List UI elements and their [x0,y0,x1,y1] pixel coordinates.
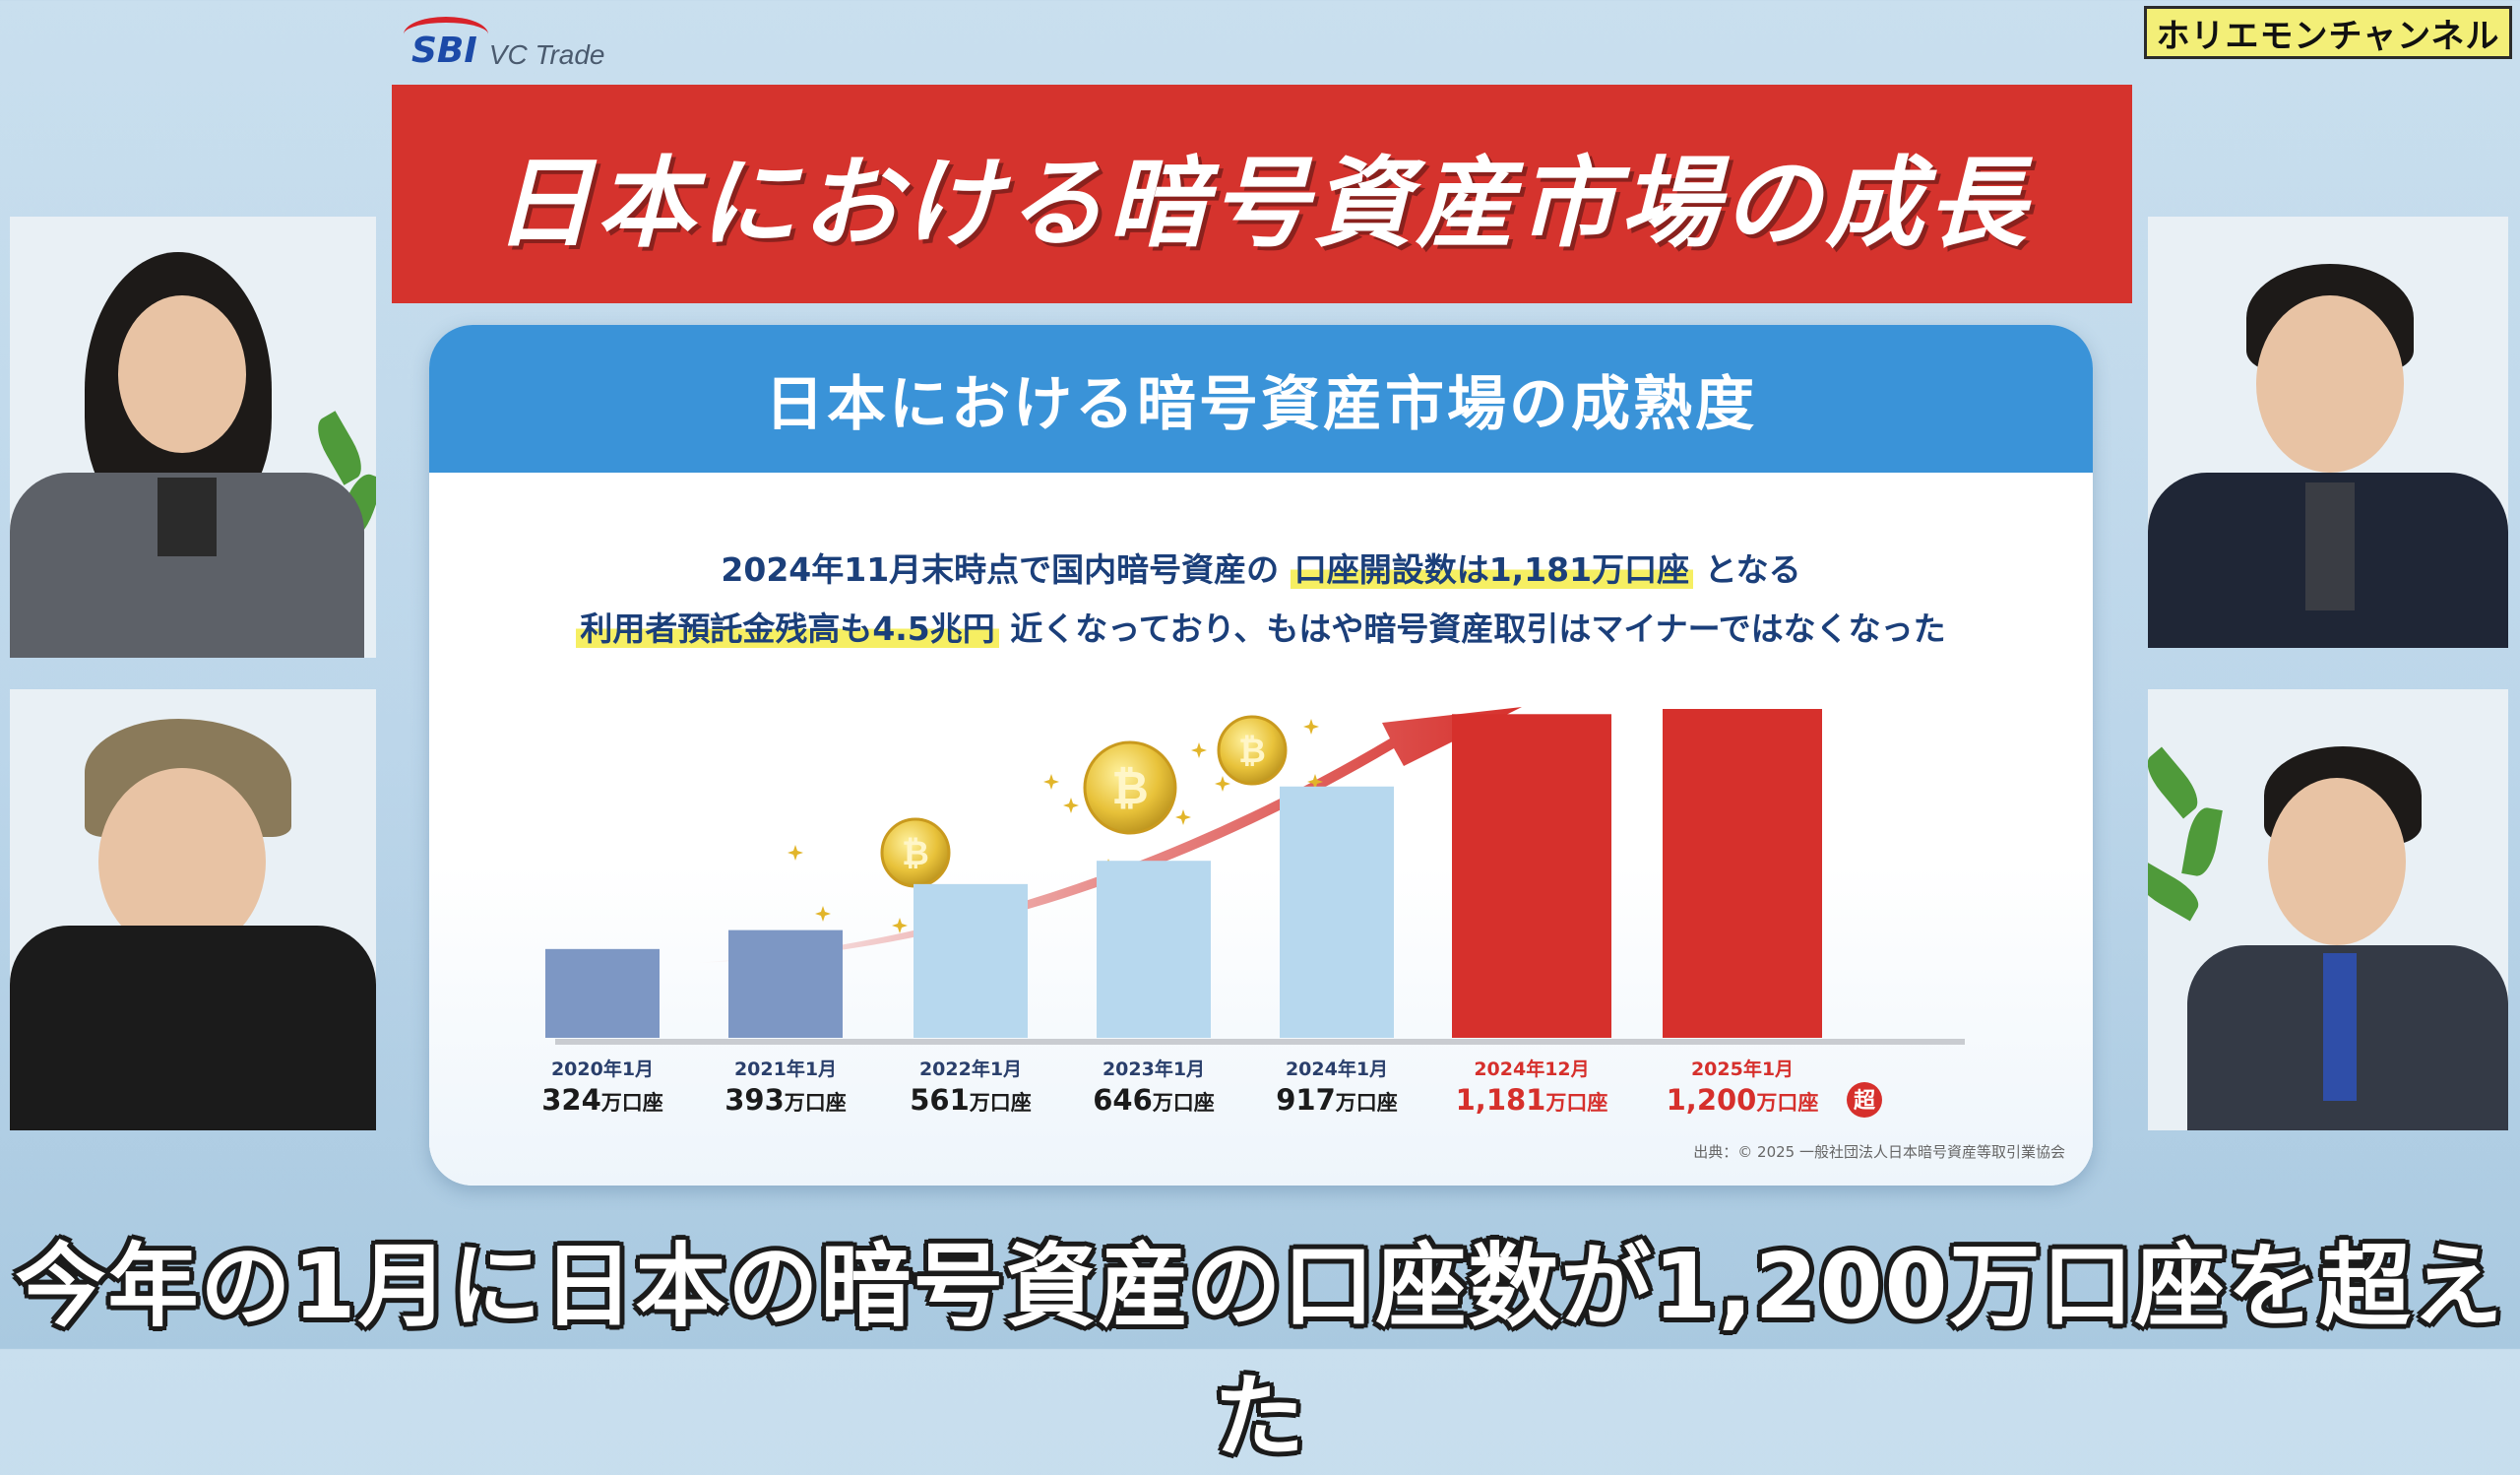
x-tick-label: 2025年1月 [1691,1058,1794,1080]
sparkle-icon [1215,776,1230,792]
growth-arrow-icon [695,707,1522,963]
panel-title: 日本における暗号資産市場の成熟度 [765,369,1757,439]
bitcoin-coin-icon: ₿ [1083,740,1177,835]
title-banner: 日本における暗号資産市場の成長 [392,85,2132,303]
svg-text:₿: ₿ [1111,761,1149,814]
description-line-2: 利用者預託金残高も4.5兆円 近くなっており、もはや暗号資産取引はマイナーではな… [429,603,2093,650]
x-tick-label: 2021年1月 [734,1058,837,1080]
sparkle-icon [815,906,831,922]
brand-name: VC Trade [488,39,605,70]
sbi-vc-trade-logo: SBI VC Trade [404,17,605,71]
bar-2024年1月 [1280,786,1394,1038]
bar-2020年1月 [545,948,660,1038]
bar-2023年1月 [1097,861,1211,1038]
highlighted-accounts-text: 口座開設数は1,181万口座 [1290,550,1694,589]
svg-text:₿: ₿ [1238,732,1266,771]
x-tick-label: 2022年1月 [919,1058,1022,1080]
description-text: 2024年11月末時点で国内暗号資産の [721,550,1280,589]
bar-chart: ₿ ₿ ₿ 2020年1月 324万口座 2021年1月 393万口座 2022年1月 561… [541,707,1965,1118]
x-tick-label: 2024年12月 [1474,1058,1589,1080]
participant-top-right [2148,217,2508,648]
description-line-1: 2024年11月末時点で国内暗号資産の 口座開設数は1,181万口座 となる [429,544,2093,591]
description-text: 近くなっており、もはや暗号資産取引はマイナーではなくなった [1010,609,1946,648]
channel-badge: ホリエモンチャンネル [2144,6,2512,59]
sparkle-icon [1063,798,1079,813]
bar-2025年1月 [1663,709,1822,1038]
banner-title: 日本における暗号資産市場の成長 [494,145,2030,261]
sparkle-icon [788,845,803,861]
x-tick-label: 2024年1月 [1286,1058,1388,1080]
chart-panel: 日本における暗号資産市場の成熟度 2024年11月末時点で国内暗号資産の 口座開… [429,325,2093,1186]
bar-2021年1月 [728,930,843,1038]
sparkle-icon [1043,774,1059,790]
participant-bottom-right [2148,689,2508,1130]
source-note: 出典：© 2025 一般社団法人日本暗号資産等取引業協会 [1693,1143,2065,1161]
description-text: となる [1704,550,1801,589]
svg-text:₿: ₿ [902,834,929,873]
sparkle-icon [1303,719,1319,735]
participant-bottom-left [10,689,376,1130]
bitcoin-coin-icon: ₿ [880,817,951,888]
exceed-badge-icon [1847,1082,1882,1118]
exceed-badge-text: 超 [1854,1089,1876,1114]
bar-2024年12月 [1452,714,1611,1038]
value-label: 324万口座 [541,1083,663,1117]
highlighted-deposit-text: 利用者預託金残高も4.5兆円 [576,609,999,648]
brand-logo-text: SBI [404,17,488,71]
value-label: 1,200万口座 [1667,1083,1819,1117]
sparkle-icon [1175,809,1191,825]
panel-header: 日本における暗号資産市場の成熟度 [429,325,2093,473]
value-label: 1,181万口座 [1456,1083,1608,1117]
value-label: 917万口座 [1276,1083,1398,1117]
x-tick-label: 2023年1月 [1102,1058,1205,1080]
bitcoin-coin-icon: ₿ [1217,715,1288,786]
value-label: 393万口座 [724,1083,847,1117]
caption-subtitle: 今年の1月に日本の暗号資産の口座数が1,200万口座を超えた [15,1234,2505,1470]
participant-top-left [10,217,376,658]
sparkle-icon [892,918,908,933]
value-label: 561万口座 [910,1083,1032,1117]
bar-2022年1月 [914,883,1028,1038]
sparkle-icon [1307,774,1323,790]
sparkle-icon [1191,742,1207,758]
x-tick-label: 2020年1月 [551,1058,654,1080]
value-label: 646万口座 [1093,1083,1215,1117]
